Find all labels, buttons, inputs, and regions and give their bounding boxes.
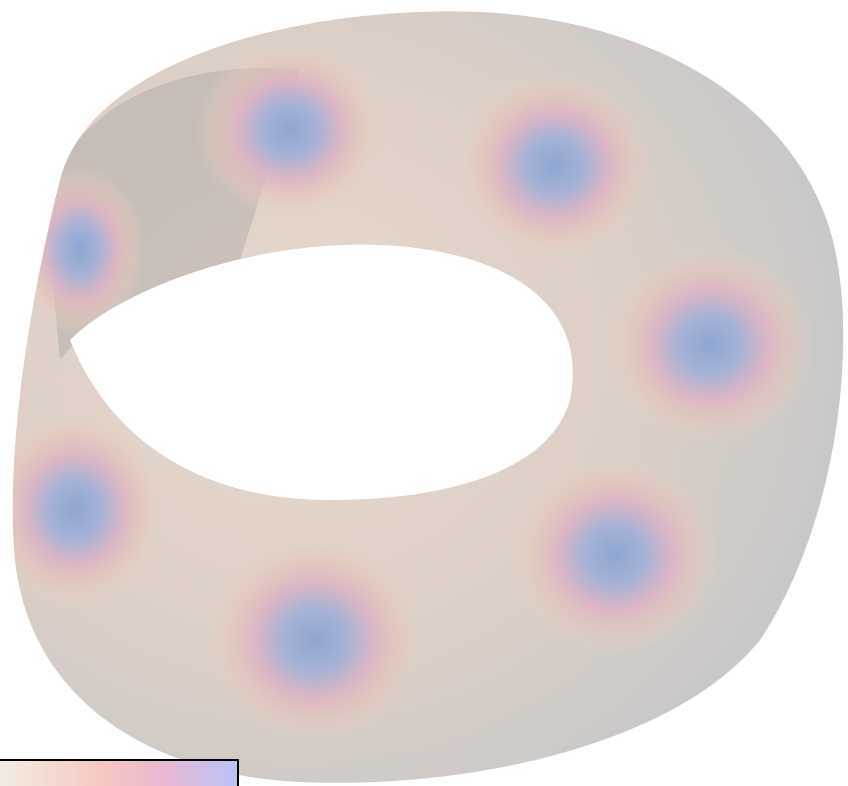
colorbar — [0, 760, 238, 786]
surface-render — [0, 0, 848, 786]
